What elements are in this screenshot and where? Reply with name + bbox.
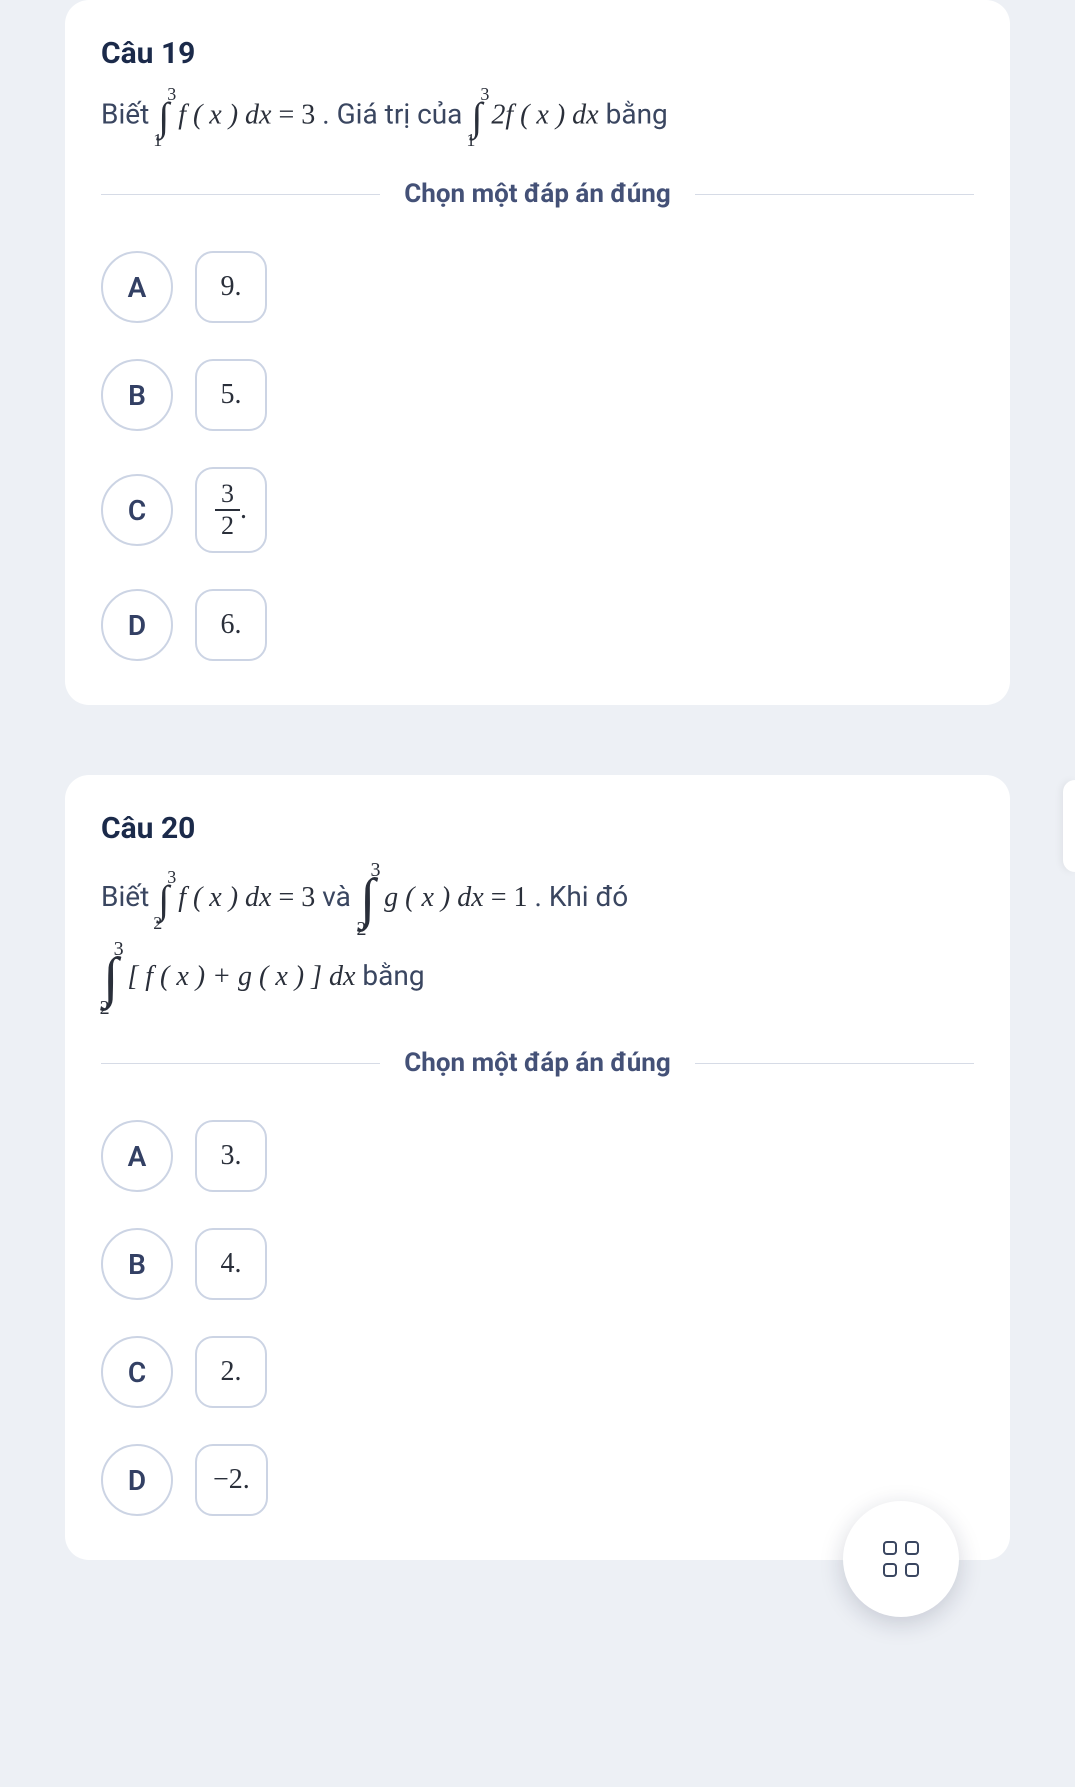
option-letter: B bbox=[101, 1228, 173, 1300]
integral-g: 3 ∫ 2 bbox=[360, 860, 375, 939]
divider: Chọn một đáp án đúng bbox=[101, 1048, 974, 1078]
side-handle[interactable] bbox=[1063, 780, 1075, 872]
question-card-19: Câu 19 Biết 3 ∫ 1 f ( x ) dx = 3 . Giá t… bbox=[65, 0, 1010, 705]
option-letter: B bbox=[101, 359, 173, 431]
integrand-g: g ( x ) d bbox=[384, 882, 471, 913]
question-title: Câu 19 bbox=[101, 36, 974, 71]
question-card-20: Câu 20 Biết 3 ∫ 2 f ( x ) dx = 3 và 3 ∫ … bbox=[65, 775, 1010, 1560]
option-value: 9. bbox=[195, 251, 267, 323]
integrand-f: f ( x ) d bbox=[178, 882, 259, 913]
equals-1: = 3 bbox=[278, 99, 315, 130]
option-letter: A bbox=[101, 251, 173, 323]
option-a[interactable]: A 3. bbox=[101, 1120, 974, 1192]
option-value: 4. bbox=[195, 1228, 267, 1300]
option-letter: C bbox=[101, 474, 173, 546]
option-b[interactable]: B 5. bbox=[101, 359, 974, 431]
question-body: Biết 3 ∫ 2 f ( x ) dx = 3 và 3 ∫ 2 g ( x… bbox=[101, 860, 974, 1018]
options-list: A 3. B 4. C 2. D −2. bbox=[101, 1120, 974, 1516]
grid-icon bbox=[883, 1541, 919, 1577]
text-suffix: bằng bbox=[606, 97, 668, 130]
option-value: −2. bbox=[195, 1444, 268, 1516]
option-d[interactable]: D −2. bbox=[101, 1444, 974, 1516]
option-d[interactable]: D 6. bbox=[101, 589, 974, 661]
option-letter: D bbox=[101, 589, 173, 661]
integrand-1: f ( x ) d bbox=[178, 99, 259, 130]
option-value: 6. bbox=[195, 589, 267, 661]
integrand-sum: [ f ( x ) + g ( x ) ] d bbox=[127, 961, 343, 992]
option-c[interactable]: C 2. bbox=[101, 1336, 974, 1408]
divider-label: Chọn một đáp án đúng bbox=[380, 179, 694, 209]
option-value: 2. bbox=[195, 1336, 267, 1408]
option-value: 5. bbox=[195, 359, 267, 431]
question-body: Biết 3 ∫ 1 f ( x ) dx = 3 . Giá trị của … bbox=[101, 85, 974, 149]
text-and: và bbox=[322, 880, 358, 913]
option-value: 3. bbox=[195, 1120, 267, 1192]
option-letter: C bbox=[101, 1336, 173, 1408]
option-a[interactable]: A 9. bbox=[101, 251, 974, 323]
integrand-2: 2f ( x ) d bbox=[491, 99, 586, 130]
text-prefix: Biết bbox=[101, 880, 156, 913]
divider: Chọn một đáp án đúng bbox=[101, 179, 974, 209]
option-c[interactable]: C 3 2 . bbox=[101, 467, 974, 553]
option-value: 3 2 . bbox=[195, 467, 267, 553]
option-letter: D bbox=[101, 1444, 173, 1516]
text-mid: . Giá trị của bbox=[322, 97, 469, 130]
fraction: 3 2 bbox=[215, 479, 240, 541]
integral-1: 3 ∫ 1 bbox=[158, 85, 169, 149]
integral-2: 3 ∫ 1 bbox=[471, 85, 482, 149]
option-b[interactable]: B 4. bbox=[101, 1228, 974, 1300]
divider-label: Chọn một đáp án đúng bbox=[380, 1048, 694, 1078]
options-list: A 9. B 5. C 3 2 . D 6. bbox=[101, 251, 974, 661]
integral-sum: 3 ∫ 2 bbox=[103, 939, 118, 1018]
grid-menu-button[interactable] bbox=[843, 1501, 959, 1617]
option-letter: A bbox=[101, 1120, 173, 1192]
question-title: Câu 20 bbox=[101, 811, 974, 846]
integral-f: 3 ∫ 2 bbox=[158, 868, 169, 932]
text-prefix: Biết bbox=[101, 97, 156, 130]
